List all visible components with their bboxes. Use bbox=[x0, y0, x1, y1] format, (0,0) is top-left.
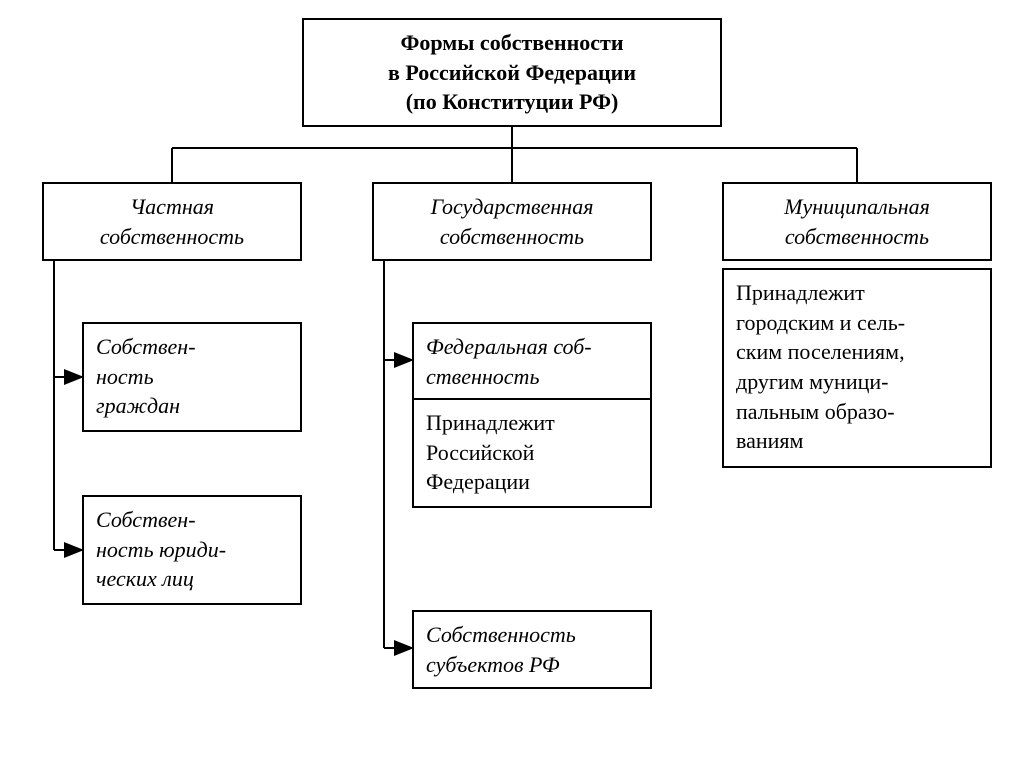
branch-private-header: Частная собственность bbox=[42, 182, 302, 261]
private-child-citizens: Собствен- ность граждан bbox=[82, 322, 302, 432]
root-line2: в Российской Федерации bbox=[316, 58, 708, 88]
municipal-detail: Принадлежит городским и сель- ским посел… bbox=[722, 268, 992, 468]
branch-municipal-header: Муниципальная собственность bbox=[722, 182, 992, 261]
state-child-federal: Федеральная соб- ственность bbox=[412, 322, 652, 401]
state-child-belongs-rf: Принадлежит Российской Федерации bbox=[412, 398, 652, 508]
private-child-legal-entities: Собствен- ность юриди- ческих лиц bbox=[82, 495, 302, 605]
state-child-subjects: Собственность субъектов РФ bbox=[412, 610, 652, 689]
root-line3: (по Конституции РФ) bbox=[316, 87, 708, 117]
root-line1: Формы собственности bbox=[316, 28, 708, 58]
root-title-box: Формы собственности в Российской Федерац… bbox=[302, 18, 722, 127]
branch-state-header: Государственная собственность bbox=[372, 182, 652, 261]
